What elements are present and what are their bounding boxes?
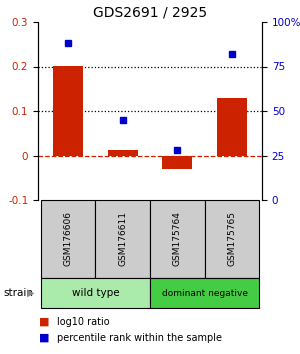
Bar [205,200,259,278]
Text: GSM176606: GSM176606 [64,211,73,267]
Bar [150,278,259,308]
Bar [217,98,247,155]
Text: ▶: ▶ [27,288,34,298]
Bar [162,155,192,169]
Text: ■: ■ [39,317,50,327]
Text: percentile rank within the sample: percentile rank within the sample [57,333,222,343]
Text: ■: ■ [39,333,50,343]
Text: dominant negative: dominant negative [162,289,248,297]
Bar [53,65,83,155]
Text: log10 ratio: log10 ratio [57,317,110,327]
Text: GSM175764: GSM175764 [173,212,182,267]
Bar [41,278,150,308]
Text: wild type: wild type [72,288,119,298]
Text: GSM176611: GSM176611 [118,211,127,267]
Bar [150,200,205,278]
Bar [108,150,138,155]
Bar [41,200,95,278]
Title: GDS2691 / 2925: GDS2691 / 2925 [93,5,207,19]
Bar [95,200,150,278]
Text: strain: strain [3,288,33,298]
Text: GSM175765: GSM175765 [227,211,236,267]
